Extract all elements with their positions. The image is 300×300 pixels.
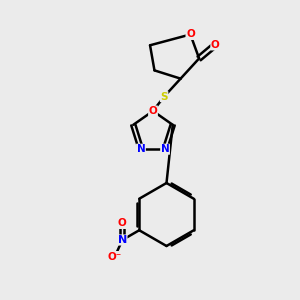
Text: O: O <box>118 218 127 229</box>
Text: S: S <box>160 92 168 102</box>
Text: O: O <box>186 29 195 40</box>
Text: N: N <box>136 144 145 154</box>
Text: O⁻: O⁻ <box>108 251 122 262</box>
Text: O: O <box>148 106 158 116</box>
Text: N: N <box>118 235 127 245</box>
Text: N: N <box>161 144 170 154</box>
Text: O: O <box>211 40 220 50</box>
